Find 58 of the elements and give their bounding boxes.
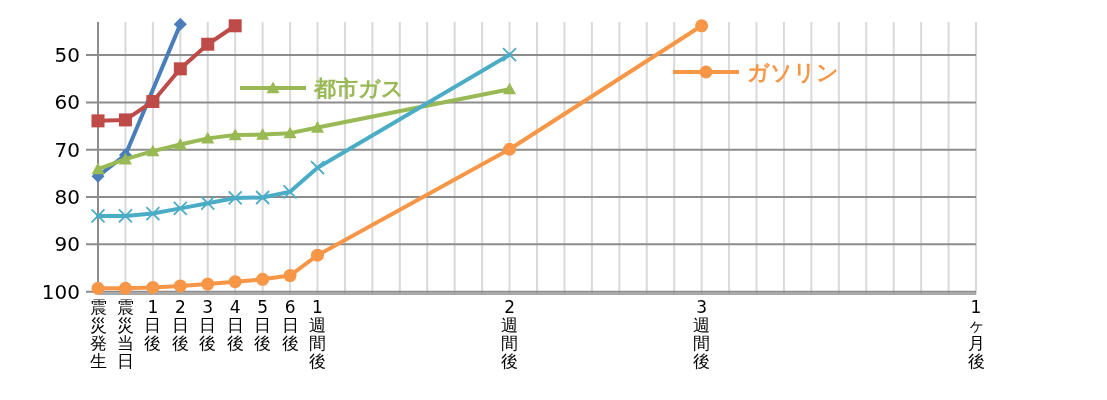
x-tick-label: 1ヶ月後 [967,297,985,371]
point [118,113,132,127]
point [283,269,297,283]
y-tick-label: 70 [54,137,80,162]
x-tick-label: 5日後 [254,297,272,353]
point [228,275,242,289]
y-tick-label: 60 [54,90,80,115]
point [227,190,243,206]
point [255,190,271,205]
point [118,208,133,224]
point [502,47,517,63]
point [201,131,215,144]
point [283,126,297,139]
x-tick-label: 3週間後 [693,297,711,371]
point [118,152,132,165]
point [311,248,324,262]
x-tick-label: 震災当日 [116,297,134,371]
point [172,200,188,216]
x-tick-label: 4日後 [226,297,244,353]
y-tick-label: 50 [54,43,80,68]
x-tick-label: 1週間後 [309,297,326,371]
y-tick-label: 90 [54,232,80,257]
x-tick-label: 1日後 [144,297,162,353]
point [145,206,161,221]
x-tick-label: 6日後 [281,297,299,353]
point [90,208,106,224]
point [282,184,298,200]
point [173,17,187,31]
point [201,277,215,291]
point [91,114,105,128]
point [201,37,215,51]
x-tick-label: 2週間後 [501,297,519,371]
point [256,272,270,286]
point [503,82,517,95]
point [200,195,216,211]
point [146,280,160,294]
point [256,128,270,140]
point [173,279,187,293]
legend-label: ガソリン [747,59,839,85]
point [173,138,187,150]
point [695,19,709,33]
x-tick-label: 震災発生 [89,297,107,371]
point [310,160,325,176]
y-tick-label: 100 [41,279,80,304]
point [228,128,242,141]
x-tick-label: 2日後 [171,297,189,353]
point [228,19,242,33]
point [173,62,187,76]
x-tick-label: 3日後 [199,297,217,353]
legend-label: 都市ガス [313,75,404,101]
point [503,142,517,156]
point [146,144,160,157]
point [91,281,105,295]
y-tick-label: 80 [54,185,80,210]
point [146,94,160,108]
point [91,162,105,175]
point [311,120,324,133]
point [118,281,132,295]
